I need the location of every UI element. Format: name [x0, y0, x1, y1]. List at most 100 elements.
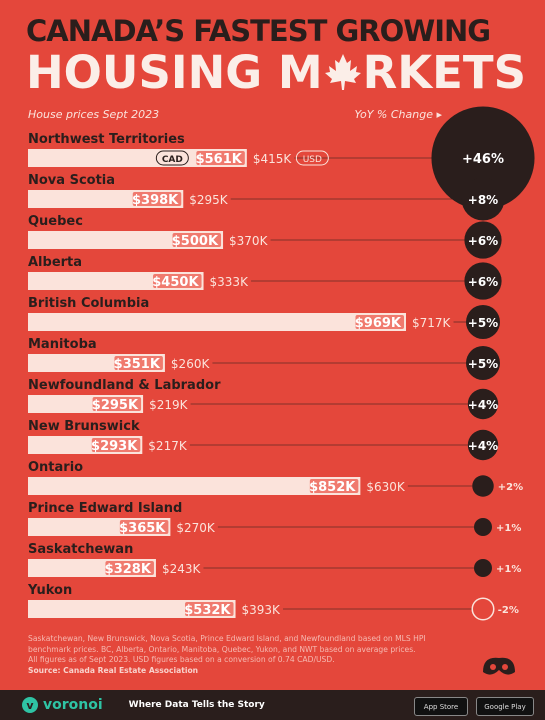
cad-value-pill [92, 397, 142, 411]
usd-value-label: $217K [148, 439, 188, 453]
title-line2-part1: HOUSING M [26, 46, 323, 99]
subtitle-right: YoY % Change ▸ [354, 108, 442, 121]
cad-value-label: $328K [105, 562, 152, 577]
legend-usd-tag [295, 150, 329, 166]
legend-cad-label: CAD [162, 155, 183, 165]
usd-value-label: $295K [189, 193, 229, 207]
legend-usd-label: USD [303, 155, 322, 165]
cad-value-label: $295K [92, 398, 139, 413]
yoy-circle [431, 106, 535, 210]
region-label: Newfoundland & Labrador [28, 378, 221, 393]
yoy-circle [472, 475, 494, 497]
yoy-circle [474, 518, 492, 536]
cad-value-label: $532K [184, 603, 231, 618]
yoy-label: +46% [462, 152, 504, 167]
cad-value-pill [105, 561, 154, 575]
yoy-label: +4% [468, 439, 498, 453]
cad-value-label: $398K [132, 193, 179, 208]
usd-value-label: $270K [176, 521, 216, 535]
yoy-label: +5% [468, 316, 498, 330]
cad-value-pill [153, 274, 202, 288]
yoy-circle [467, 429, 499, 461]
footer: v voronoi Where Data Tells the Story App… [0, 690, 545, 720]
region-label: Quebec [28, 214, 83, 229]
cad-value-pill [132, 192, 182, 206]
cad-value-label: $852K [309, 480, 356, 495]
yoy-label: +6% [468, 234, 498, 248]
footnote-line2: All figures as of Sept 2023. USD figures… [28, 655, 335, 664]
yoy-circle [467, 388, 499, 420]
cad-value-pill [309, 479, 359, 493]
title-line2: HOUSING M RKETS [26, 47, 526, 103]
google-play-label: Google Play [484, 702, 526, 711]
region-label: Manitoba [28, 337, 97, 352]
usd-value-label: $630K [366, 480, 406, 494]
region-label: Northwest Territories [28, 132, 185, 147]
cad-value-label: $500K [172, 234, 219, 249]
cad-value-label: $293K [91, 439, 138, 454]
cad-value-pill [114, 356, 163, 370]
bar-cad [28, 149, 247, 167]
yoy-label: +1% [496, 564, 521, 575]
region-label: Nova Scotia [28, 173, 115, 188]
yoy-label: +1% [496, 523, 521, 534]
region-label: Ontario [28, 460, 83, 475]
voronoi-logo-icon: v [22, 697, 38, 713]
cad-value-label: $365K [119, 521, 166, 536]
yoy-label: +4% [468, 398, 498, 412]
yoy-circle [464, 221, 502, 259]
region-label: British Columbia [28, 296, 149, 311]
google-play-button[interactable]: Google Play [476, 697, 534, 716]
maple-leaf-icon [323, 51, 363, 103]
usd-value-label: $243K [162, 562, 202, 576]
cad-value-pill [355, 315, 404, 329]
title-line2-part2: RKETS [362, 46, 527, 99]
footnote: Saskatchewan, New Brunswick, Nova Scotia… [28, 634, 468, 676]
source-label: Source: Canada Real Estate Association [28, 665, 199, 675]
yoy-circle [474, 559, 492, 577]
bar-cad [28, 313, 406, 331]
cad-value-label: $561K [196, 152, 243, 167]
app-store-label: App Store [423, 702, 459, 711]
footer-tagline: Where Data Tells the Story [128, 700, 265, 710]
yoy-label: +5% [468, 357, 498, 371]
usd-value-label: $260K [171, 357, 211, 371]
yoy-circle [466, 305, 500, 339]
bar-cad [28, 477, 361, 495]
region-label: Saskatchewan [28, 542, 133, 557]
title-line1: CANADA’S FASTEST GROWING [26, 14, 491, 48]
usd-value-label: $393K [242, 603, 282, 617]
voronoi-brand-label: voronoi [43, 697, 103, 713]
cad-value-pill [172, 233, 222, 247]
yoy-circle [464, 262, 502, 300]
yoy-label: +8% [468, 193, 498, 207]
bar-cad [28, 600, 236, 618]
yoy-circle [461, 177, 505, 221]
yoy-circle [471, 597, 495, 621]
cad-value-label: $450K [152, 275, 199, 290]
yoy-label: +6% [468, 275, 498, 289]
usd-value-label: $717K [412, 316, 452, 330]
cad-value-pill [196, 151, 245, 165]
cad-value-pill [185, 602, 234, 616]
region-label: Alberta [28, 255, 82, 270]
usd-value-label: $219K [149, 398, 189, 412]
visual-capitalist-logo-icon [479, 652, 519, 678]
usd-value-label: $333K [210, 275, 250, 289]
cad-value-label: $351K [114, 357, 161, 372]
yoy-circle [466, 346, 500, 380]
subtitle-left: House prices Sept 2023 [28, 108, 160, 121]
region-label: Yukon [27, 583, 72, 598]
voronoi-logo[interactable]: v voronoi [22, 697, 103, 713]
cad-value-pill [119, 520, 169, 534]
cad-value-label: $969K [355, 316, 402, 331]
yoy-label: +2% [498, 482, 523, 493]
yoy-label: -2% [498, 605, 519, 616]
footnote-line1: Saskatchewan, New Brunswick, Nova Scotia… [28, 634, 426, 654]
region-label: New Brunswick [28, 419, 140, 434]
cad-value-pill [91, 438, 141, 452]
usd-value-label: $415K [253, 152, 293, 166]
app-store-button[interactable]: App Store [414, 697, 468, 716]
region-label: Prince Edward Island [28, 501, 182, 516]
